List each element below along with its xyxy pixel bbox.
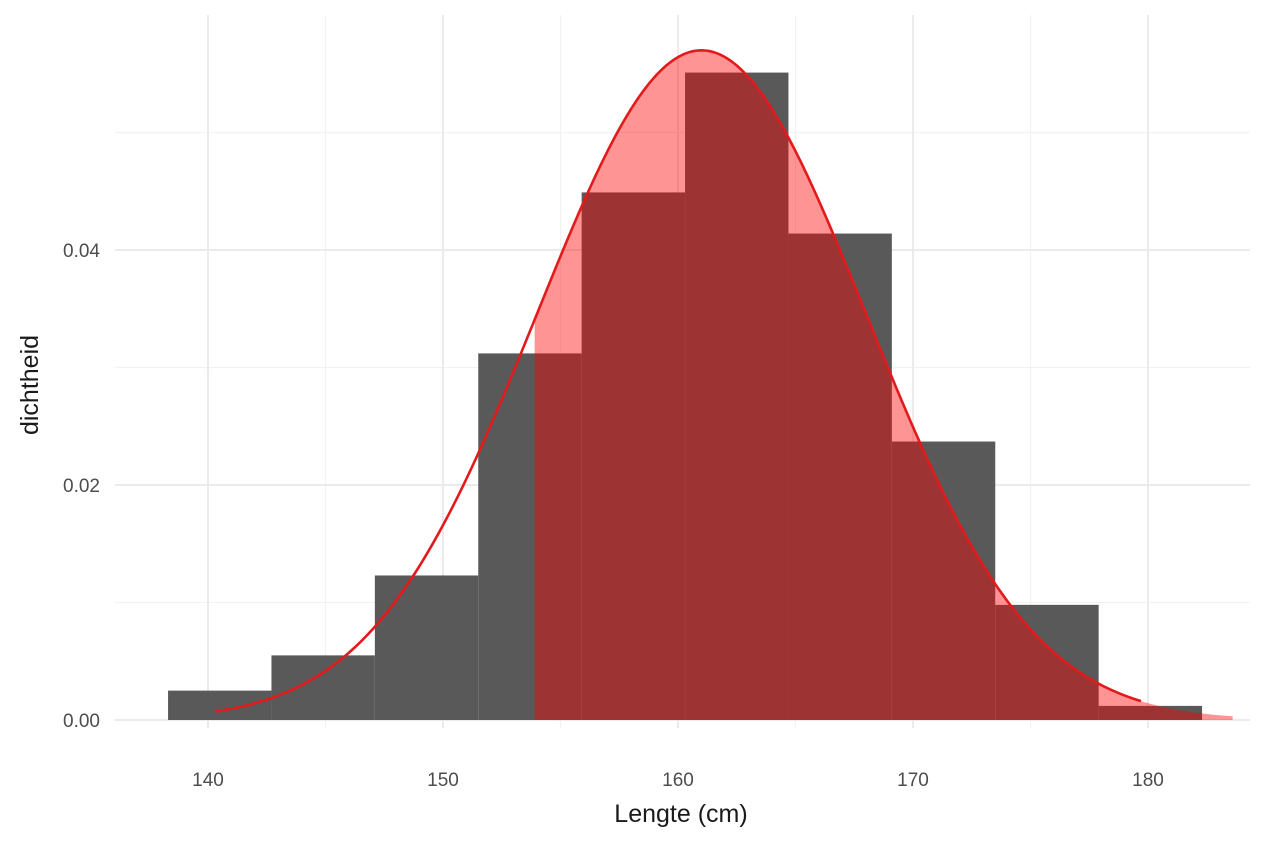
histogram-bar (581, 192, 686, 721)
y-tick-label: 0.04 (63, 241, 100, 262)
histogram-bar (891, 441, 996, 720)
x-axis-tick-labels: 140 150 160 170 180 (192, 770, 1164, 791)
shaded-density-area (534, 50, 1233, 721)
normal-density-curve (214, 49, 1142, 713)
x-tick-label: 160 (662, 770, 694, 791)
x-tick-label: 140 (192, 770, 224, 791)
x-tick-label: 170 (897, 770, 929, 791)
y-axis-tick-labels: 0.00 0.02 0.04 (63, 241, 100, 732)
x-tick-label: 150 (427, 770, 459, 791)
histogram-bars (168, 72, 1203, 721)
x-tick-label: 180 (1132, 770, 1164, 791)
histogram-bar (995, 604, 1099, 720)
y-axis-title: dichtheid (16, 335, 44, 435)
histogram-bar (271, 655, 375, 720)
y-tick-label: 0.02 (63, 476, 100, 497)
histogram-bar (168, 690, 272, 720)
histogram-bar (788, 233, 892, 721)
histogram-bar (1098, 705, 1203, 720)
histogram-bar (685, 72, 789, 720)
x-axis-title: Lengte (cm) (614, 800, 747, 828)
histogram-bar (374, 575, 479, 720)
y-tick-label: 0.00 (63, 711, 100, 732)
